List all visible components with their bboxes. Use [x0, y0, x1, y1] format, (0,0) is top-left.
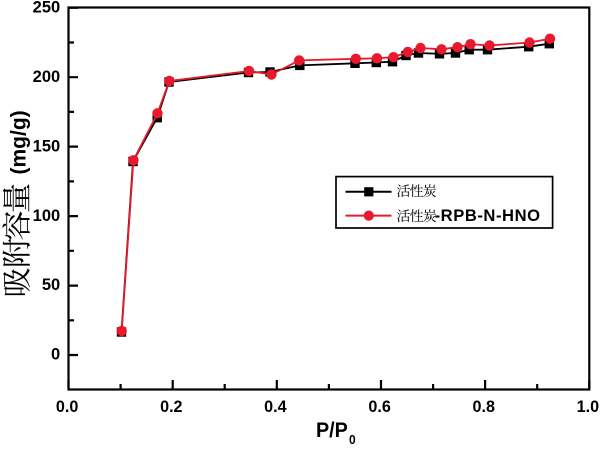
svg-text:100: 100 [33, 207, 61, 225]
svg-text:200: 200 [33, 68, 61, 86]
svg-text:0: 0 [349, 432, 356, 444]
svg-text:50: 50 [42, 276, 60, 294]
svg-text:(mg/g): (mg/g) [8, 110, 31, 174]
svg-text:-RPB-N-HNO: -RPB-N-HNO [435, 206, 541, 225]
svg-text:0.4: 0.4 [264, 396, 287, 415]
svg-text:0.2: 0.2 [160, 396, 182, 415]
svg-text:P/P: P/P [316, 418, 348, 442]
svg-text:0: 0 [51, 346, 60, 364]
svg-text:0.6: 0.6 [368, 396, 390, 415]
svg-text:250: 250 [33, 0, 61, 16]
svg-text:1.0: 1.0 [577, 396, 599, 415]
svg-text:0.0: 0.0 [56, 396, 78, 415]
svg-text:150: 150 [33, 137, 61, 155]
svg-text:0.8: 0.8 [472, 396, 494, 415]
